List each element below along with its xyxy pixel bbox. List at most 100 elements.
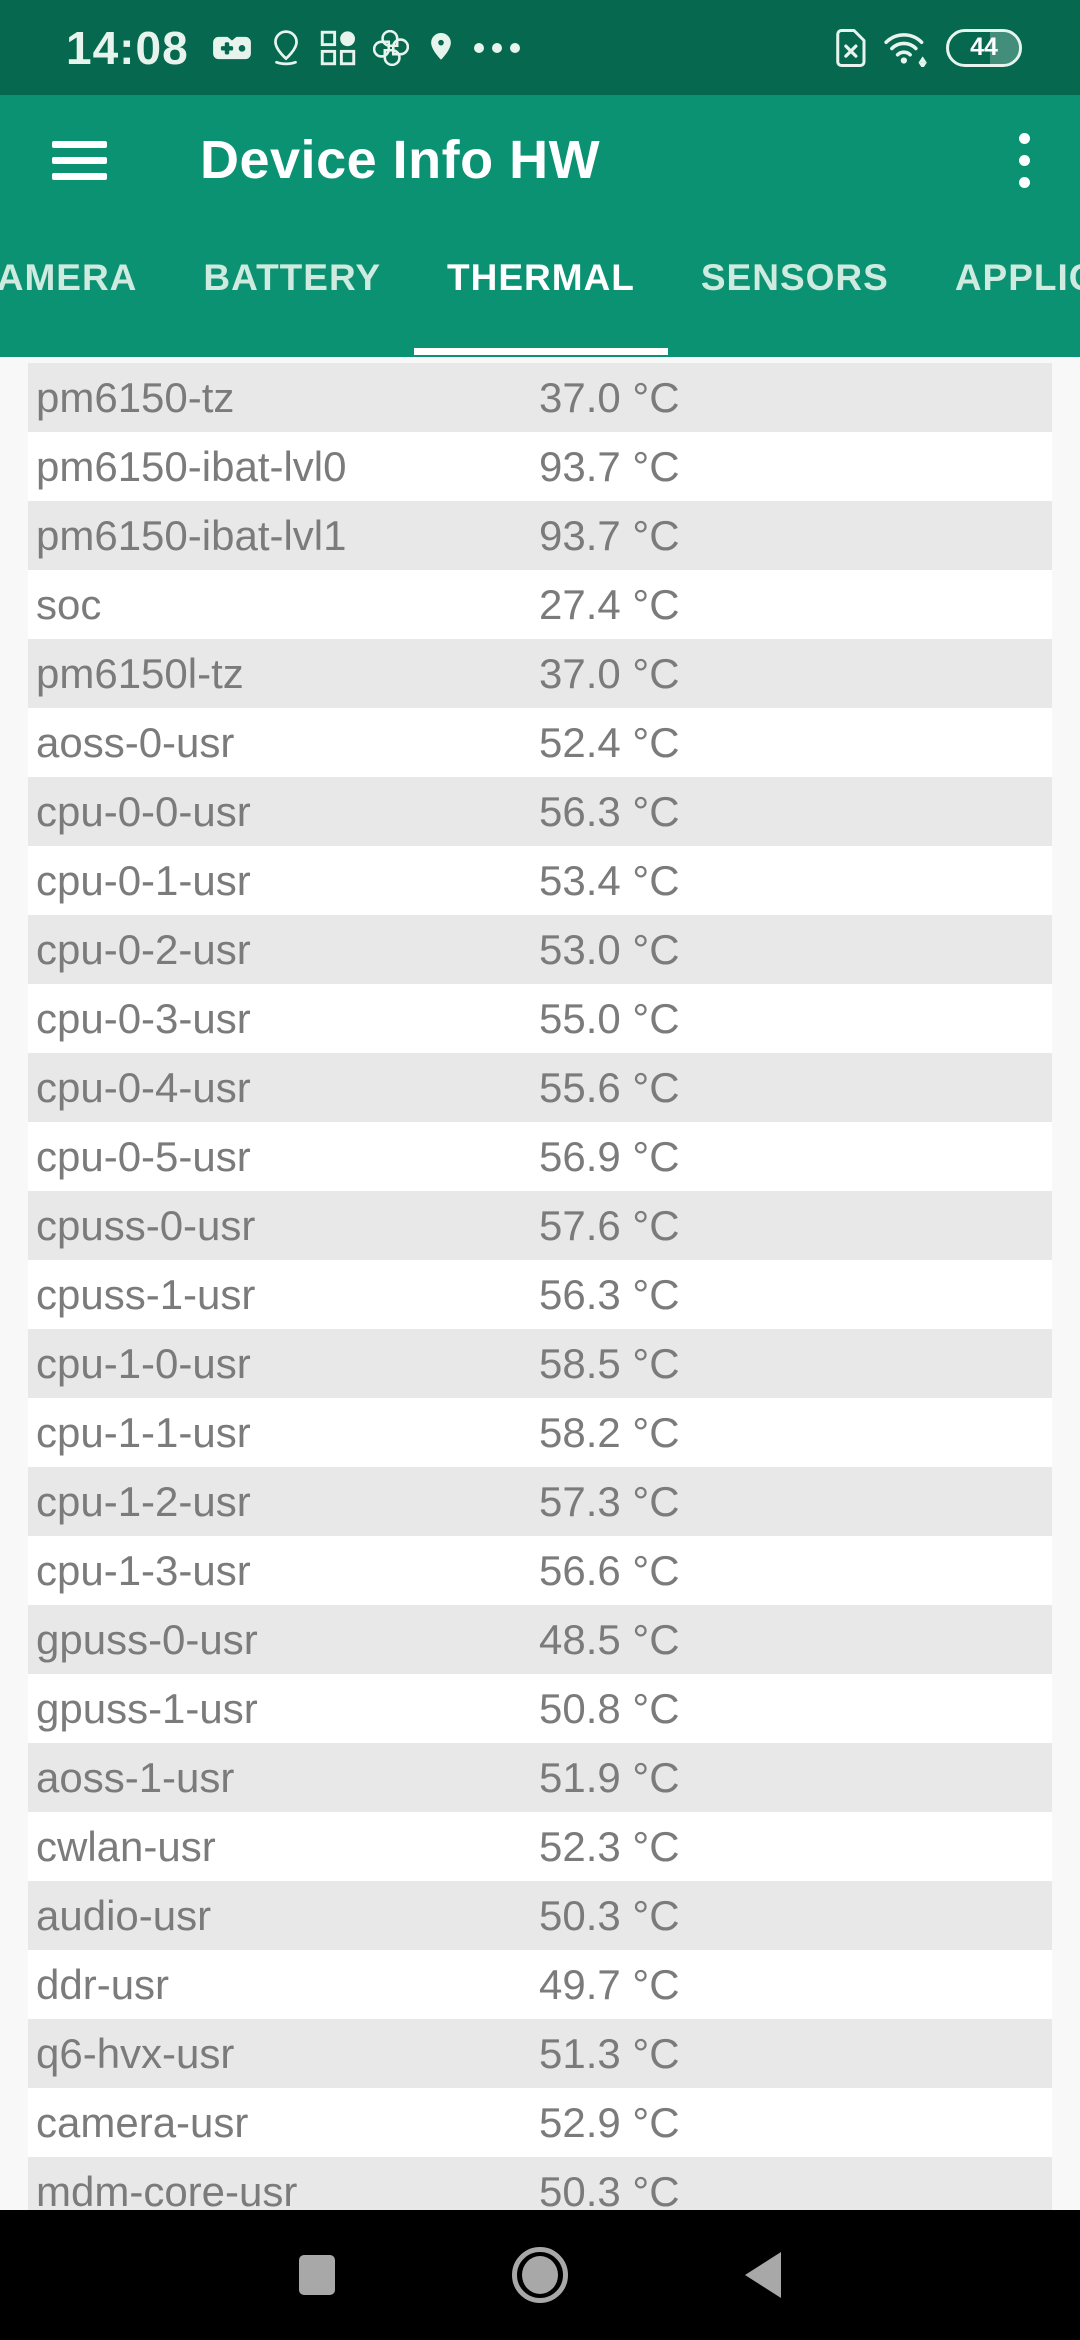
- sensor-name: gpuss-0-usr: [36, 1615, 258, 1663]
- gamepad-icon: [212, 36, 251, 59]
- sensor-name: cpu-0-0-usr: [36, 787, 251, 835]
- sensor-temperature: 27.4 °C: [539, 580, 680, 628]
- tab-label: APPLICATIONS: [954, 257, 1080, 298]
- thermal-row: cpu-0-5-usr 56.9 °C: [28, 1122, 1052, 1191]
- page-title: Device Info HW: [200, 130, 601, 190]
- thermal-row: cpu-1-2-usr 57.3 °C: [28, 1467, 1052, 1536]
- thermal-row: cpu-0-3-usr 55.0 °C: [28, 984, 1052, 1053]
- thermal-row: cpu-0-0-usr 56.3 °C: [28, 777, 1052, 846]
- sensor-name: soc: [36, 580, 102, 628]
- sensor-temperature: 56.3 °C: [539, 787, 680, 835]
- back-button[interactable]: [745, 2252, 781, 2298]
- sensor-name: gpuss-1-usr: [36, 1684, 258, 1732]
- sensor-name: pm6150-tz: [36, 373, 235, 421]
- tab-sensors[interactable]: SENSORS: [668, 225, 922, 357]
- thermal-sensor-list[interactable]: pm6150-tz 37.0 °C pm6150-ibat-lvl0 93.7 °C p…: [0, 357, 1080, 2210]
- tab-label: THERMAL: [447, 257, 635, 298]
- tab-applications[interactable]: APPLICATIONS: [922, 225, 1080, 357]
- tabs-scroll-row[interactable]: CAMERA BATTERY THERMAL SENSORS APPLICATIONS: [0, 225, 1080, 357]
- thermal-row: cpu-0-4-usr 55.6 °C: [28, 1053, 1052, 1122]
- sensor-temperature: 37.0 °C: [539, 649, 680, 697]
- thermal-row: soc 27.4 °C: [28, 570, 1052, 639]
- sensor-name: cpu-1-1-usr: [36, 1408, 251, 1456]
- home-button[interactable]: [512, 2247, 568, 2303]
- sensor-name: cpu-0-4-usr: [36, 1063, 251, 1111]
- sensor-name: ddr-usr: [36, 1960, 170, 2008]
- sensor-temperature: 49.7 °C: [539, 1960, 680, 2008]
- app-bar: Device Info HW: [0, 95, 1080, 225]
- hamburger-menu-icon[interactable]: [52, 140, 107, 180]
- thermal-row: aoss-0-usr 52.4 °C: [28, 708, 1052, 777]
- sensor-name: cpu-1-2-usr: [36, 1477, 251, 1525]
- sensor-temperature: 56.9 °C: [539, 1132, 680, 1180]
- tab-battery[interactable]: BATTERY: [170, 225, 414, 357]
- thermal-row: ddr-usr 49.7 °C: [28, 1950, 1052, 2019]
- pinwheel-icon: [372, 29, 409, 66]
- sensor-name: cpu-1-0-usr: [36, 1339, 251, 1387]
- more-dots-icon: [473, 42, 520, 53]
- sensor-temperature: 37.0 °C: [539, 373, 680, 421]
- thermal-row: mdm-core-usr 50.3 °C: [28, 2157, 1052, 2210]
- thermal-row: pm6150-ibat-lvl1 93.7 °C: [28, 501, 1052, 570]
- sensor-temperature: 93.7 °C: [539, 442, 680, 490]
- sensor-temperature: 51.3 °C: [539, 2029, 680, 2077]
- sensor-temperature: 52.3 °C: [539, 1822, 680, 1870]
- thermal-row: gpuss-1-usr 50.8 °C: [28, 1674, 1052, 1743]
- sensor-temperature: 50.3 °C: [539, 1891, 680, 1939]
- tab-label: CAMERA: [0, 257, 138, 298]
- sensor-name: pm6150-ibat-lvl0: [36, 442, 347, 490]
- recents-button[interactable]: [299, 2255, 335, 2295]
- sensor-name: q6-hvx-usr: [36, 2029, 235, 2077]
- thermal-row: audio-usr 50.3 °C: [28, 1881, 1052, 1950]
- tab-thermal[interactable]: THERMAL: [414, 225, 668, 357]
- thermal-row: cpu-0-1-usr 53.4 °C: [28, 846, 1052, 915]
- sensor-name: aoss-0-usr: [36, 718, 235, 766]
- thermal-row: cwlan-usr 52.3 °C: [28, 1812, 1052, 1881]
- thermal-row: cpu-1-3-usr 56.6 °C: [28, 1536, 1052, 1605]
- widgets-icon: [320, 30, 355, 65]
- overflow-menu-icon[interactable]: [1017, 127, 1032, 194]
- sensor-name: cpu-0-5-usr: [36, 1132, 251, 1180]
- sensor-temperature: 56.3 °C: [539, 1270, 680, 1318]
- thermal-row: cpu-1-0-usr 58.5 °C: [28, 1329, 1052, 1398]
- thermal-row: pm6150-ibat-lvl0 93.7 °C: [28, 432, 1052, 501]
- sensor-name: cpuss-1-usr: [36, 1270, 256, 1318]
- thermal-row: cpu-0-2-usr 53.0 °C: [28, 915, 1052, 984]
- thermal-row: cpuss-0-usr 57.6 °C: [28, 1191, 1052, 1260]
- sensor-name: cpu-0-1-usr: [36, 856, 251, 904]
- sensor-name: cpu-0-2-usr: [36, 925, 251, 973]
- battery-fill-level: [989, 31, 1019, 64]
- sensor-name: cpu-1-3-usr: [36, 1546, 251, 1594]
- location-sharing-icon: [273, 29, 298, 65]
- sensor-temperature: 53.4 °C: [539, 856, 680, 904]
- wifi-icon: [884, 32, 927, 67]
- sensor-temperature: 56.6 °C: [539, 1546, 680, 1594]
- thermal-row: camera-usr 52.9 °C: [28, 2088, 1052, 2157]
- status-bar: 14:08: [0, 0, 1080, 95]
- sensor-temperature: 53.0 °C: [539, 925, 680, 973]
- thermal-row: gpuss-0-usr 48.5 °C: [28, 1605, 1052, 1674]
- sensor-name: pm6150l-tz: [36, 649, 244, 697]
- sensor-name: mdm-core-usr: [36, 2167, 298, 2211]
- tab-camera[interactable]: CAMERA: [0, 225, 170, 357]
- battery-indicator: 44: [946, 28, 1022, 67]
- sensor-temperature: 51.9 °C: [539, 1753, 680, 1801]
- tab-bar: CAMERA BATTERY THERMAL SENSORS APPLICATIONS: [0, 225, 1080, 357]
- sensor-name: cpuss-0-usr: [36, 1201, 256, 1249]
- thermal-row: pm6150-tz 37.0 °C: [28, 363, 1052, 432]
- navigation-bar: [0, 2210, 1080, 2340]
- sensor-temperature: 55.0 °C: [539, 994, 680, 1042]
- sensor-temperature: 58.2 °C: [539, 1408, 680, 1456]
- tab-label: BATTERY: [203, 257, 381, 298]
- no-sim-icon: [836, 28, 866, 67]
- sensor-name: pm6150-ibat-lvl1: [36, 511, 347, 559]
- sensor-temperature: 48.5 °C: [539, 1615, 680, 1663]
- thermal-row: cpuss-1-usr 56.3 °C: [28, 1260, 1052, 1329]
- thermal-row: q6-hvx-usr 51.3 °C: [28, 2019, 1052, 2088]
- sensor-temperature: 57.6 °C: [539, 1201, 680, 1249]
- sensor-name: aoss-1-usr: [36, 1753, 235, 1801]
- sensor-temperature: 57.3 °C: [539, 1477, 680, 1525]
- sensor-temperature: 50.8 °C: [539, 1684, 680, 1732]
- tab-label: SENSORS: [700, 257, 889, 298]
- thermal-row: aoss-1-usr 51.9 °C: [28, 1743, 1052, 1812]
